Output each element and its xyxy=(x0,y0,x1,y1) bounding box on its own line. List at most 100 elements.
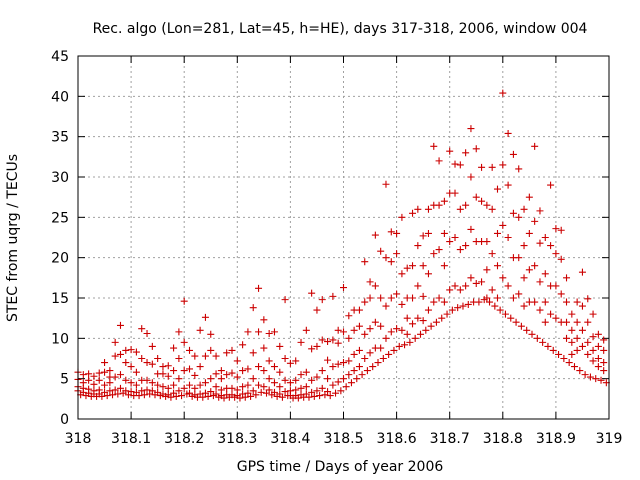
y-tick-label: 30 xyxy=(51,170,69,186)
data-point xyxy=(167,393,175,401)
data-point xyxy=(236,394,244,402)
data-point xyxy=(318,336,326,344)
data-point xyxy=(371,231,379,239)
data-points xyxy=(74,89,610,402)
data-point xyxy=(446,147,454,155)
data-point xyxy=(175,355,183,362)
y-tick-label: 35 xyxy=(51,130,69,146)
data-point xyxy=(594,330,602,338)
data-point xyxy=(186,346,194,354)
data-point xyxy=(366,349,374,357)
data-point xyxy=(462,282,470,290)
data-point xyxy=(509,150,517,158)
data-point xyxy=(217,375,225,383)
data-point xyxy=(244,381,252,389)
y-tick-label: 40 xyxy=(51,89,69,105)
data-point xyxy=(175,328,183,336)
data-point xyxy=(531,142,539,150)
data-point xyxy=(478,163,486,171)
data-point xyxy=(281,376,289,384)
data-point xyxy=(170,381,178,389)
data-point xyxy=(164,372,172,380)
data-point xyxy=(472,145,480,153)
data-point xyxy=(228,369,236,377)
data-point xyxy=(573,298,581,306)
data-point xyxy=(440,229,448,237)
data-point xyxy=(578,326,586,334)
data-point xyxy=(414,282,422,290)
data-point xyxy=(578,342,586,350)
data-point xyxy=(456,161,464,169)
data-point xyxy=(151,391,159,399)
data-point xyxy=(223,371,231,379)
data-point xyxy=(509,209,517,217)
data-point xyxy=(249,349,257,357)
data-point xyxy=(377,344,385,352)
data-point xyxy=(406,338,414,346)
data-point xyxy=(162,392,170,400)
data-point xyxy=(318,384,326,392)
data-point xyxy=(462,242,470,250)
data-point xyxy=(371,282,379,290)
x-axis-ticks: 318 318.1 318.2 318.3 318.4 318.5 318.6 318.7 31… xyxy=(65,56,622,447)
data-point xyxy=(361,258,369,266)
data-point xyxy=(310,392,318,400)
data-point xyxy=(581,371,589,379)
data-point xyxy=(496,306,504,314)
data-point xyxy=(292,357,300,365)
data-point xyxy=(488,205,496,213)
data-point xyxy=(201,313,209,321)
data-point xyxy=(276,342,284,350)
data-point xyxy=(541,270,549,278)
data-point xyxy=(302,368,310,376)
x-tick-label: 318.5 xyxy=(323,431,363,447)
data-point xyxy=(382,302,390,310)
data-point xyxy=(395,342,403,350)
data-point xyxy=(578,268,586,276)
data-point xyxy=(387,294,395,302)
data-point xyxy=(409,209,417,217)
data-point xyxy=(414,314,422,322)
data-point xyxy=(478,278,486,286)
data-point xyxy=(95,369,103,377)
data-point xyxy=(440,262,448,270)
data-point xyxy=(340,375,347,383)
data-point xyxy=(467,173,475,181)
data-point xyxy=(366,325,374,333)
data-point xyxy=(541,298,549,306)
data-point xyxy=(201,352,209,360)
y-tick-label: 25 xyxy=(51,210,69,226)
data-point xyxy=(504,181,512,189)
data-point xyxy=(340,284,347,292)
data-point xyxy=(366,294,374,302)
data-point xyxy=(578,302,586,310)
data-point xyxy=(507,314,515,322)
data-point xyxy=(109,391,117,399)
data-point xyxy=(504,234,512,241)
data-point xyxy=(515,213,523,221)
data-point xyxy=(249,375,257,383)
x-axis-label: GPS time / Days of year 2006 xyxy=(237,459,444,475)
data-point xyxy=(183,390,191,398)
data-point xyxy=(260,383,268,391)
data-point xyxy=(493,262,501,270)
data-point xyxy=(196,326,204,334)
data-point xyxy=(318,296,326,304)
data-point xyxy=(438,314,446,322)
data-point xyxy=(180,297,188,305)
data-point xyxy=(217,367,225,375)
data-point xyxy=(483,266,491,274)
data-point xyxy=(186,365,194,373)
data-point xyxy=(584,318,592,326)
data-point xyxy=(180,367,188,375)
data-point xyxy=(451,160,459,168)
data-point xyxy=(154,355,162,362)
data-point xyxy=(501,310,509,318)
data-point xyxy=(355,363,363,371)
data-point xyxy=(509,294,517,302)
data-point xyxy=(255,381,263,389)
data-point xyxy=(324,356,332,364)
data-point xyxy=(597,376,605,384)
data-point xyxy=(499,89,507,97)
data-point xyxy=(355,306,363,314)
